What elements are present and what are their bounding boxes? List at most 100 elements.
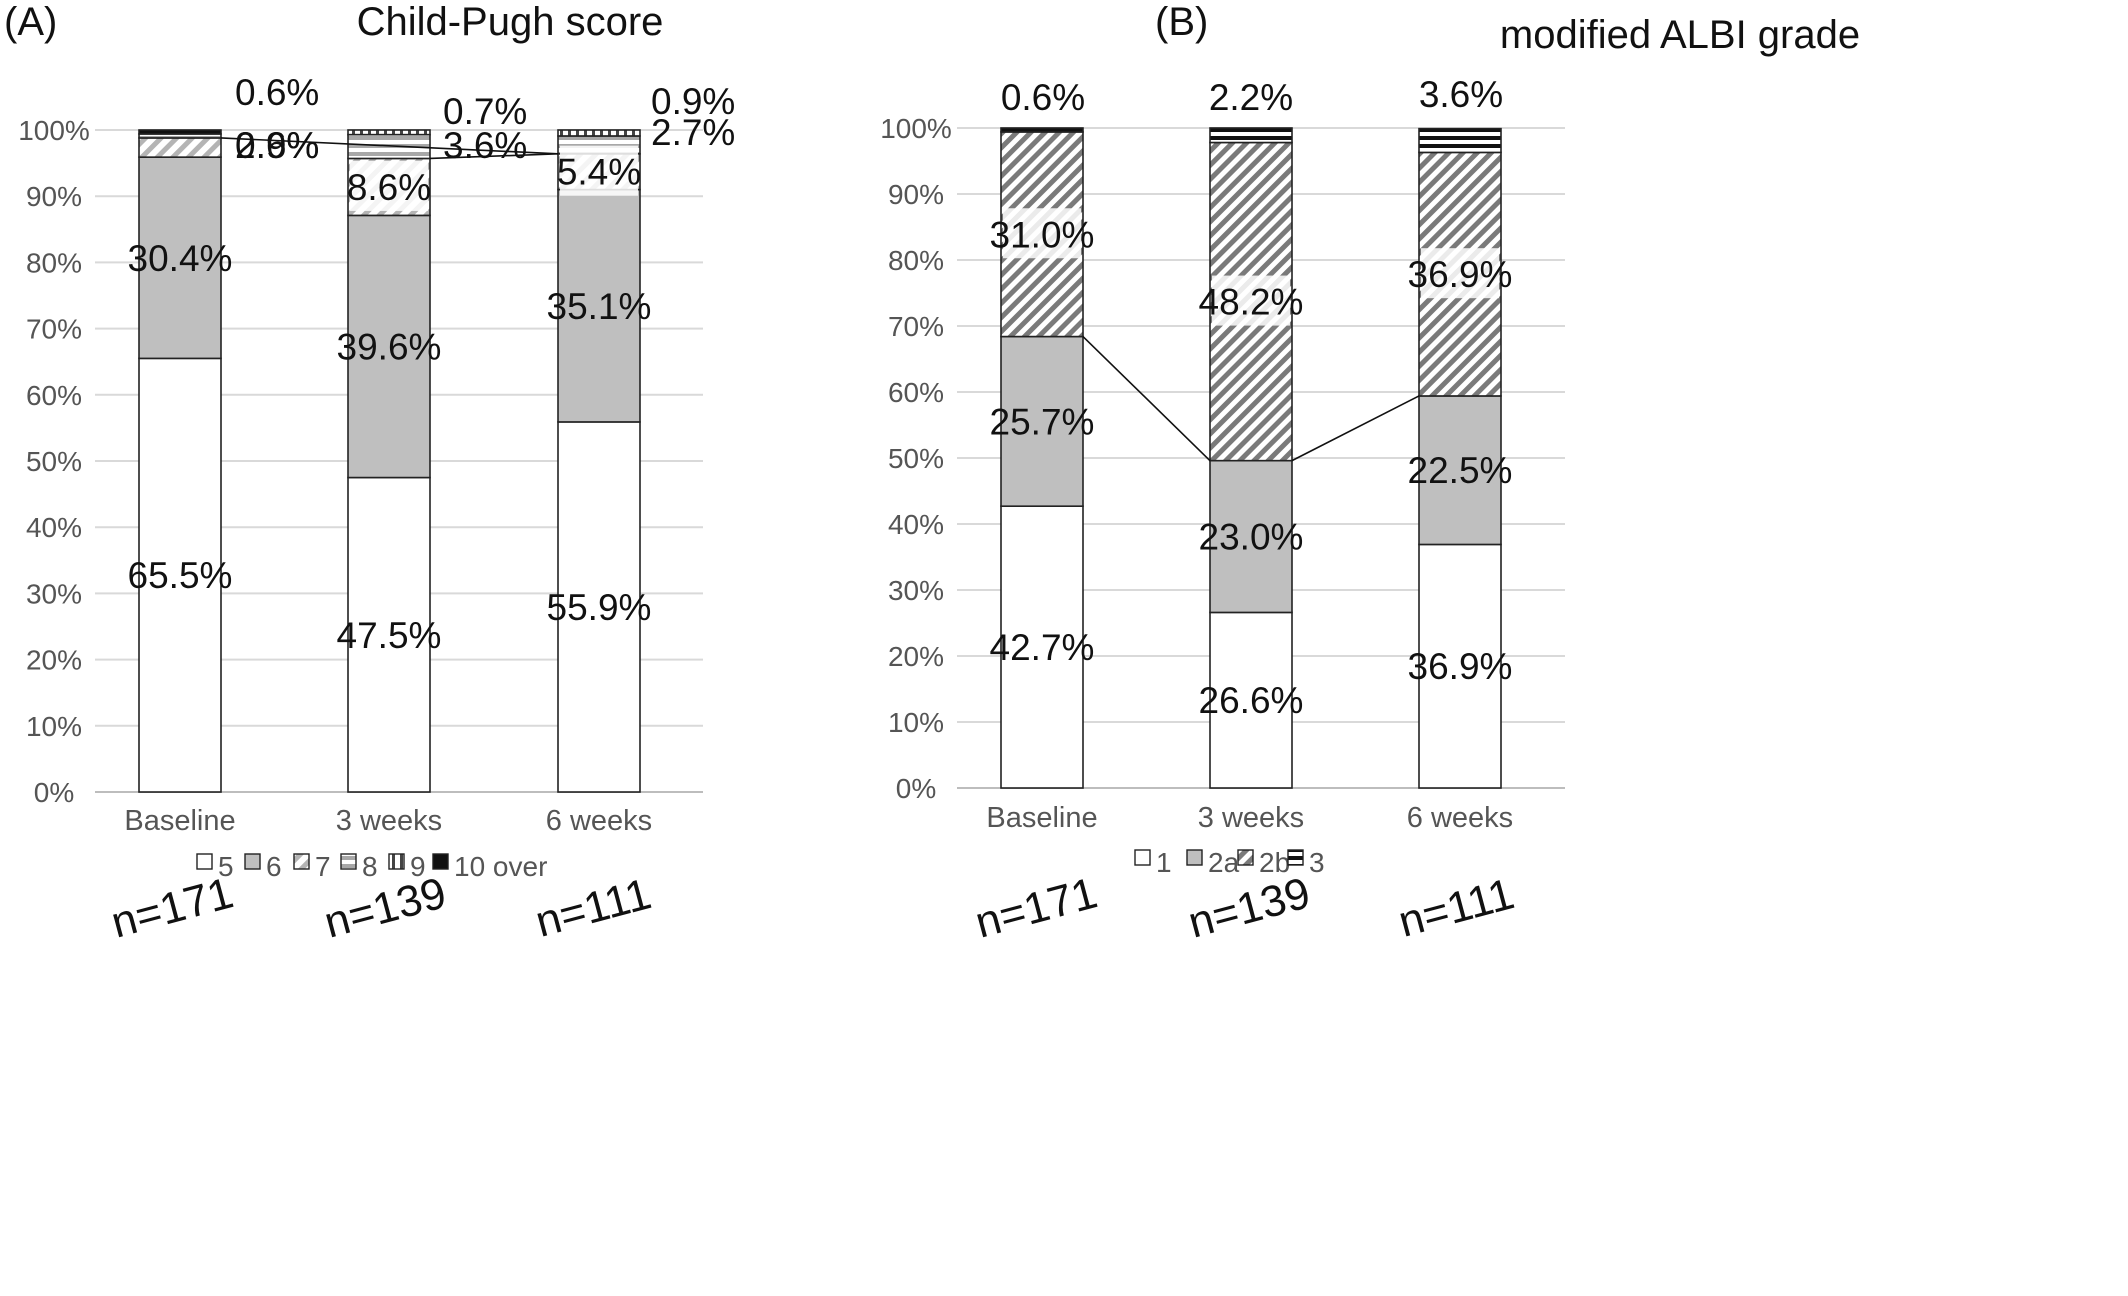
y-axis-ticks-a: 0% 10% 20% 30% 40% 50% 60% 70% 80% 90% 100% <box>18 115 90 808</box>
y-tick-label: 40% <box>888 509 944 540</box>
y-tick-label: 0% <box>34 777 74 808</box>
data-label: 0.6% <box>235 125 319 166</box>
legend-label: 2b <box>1259 847 1290 878</box>
sample-size-label: n=139 <box>319 868 451 947</box>
sample-size-label: n=139 <box>1183 868 1315 947</box>
sample-size-label: n=111 <box>1393 869 1519 947</box>
y-tick-label: 50% <box>26 446 82 477</box>
data-label: 0.7% <box>443 91 527 132</box>
data-label-background <box>560 145 638 196</box>
y-tick-label: 20% <box>26 645 82 676</box>
legend-label: 7 <box>315 851 331 882</box>
bar-baseline-7 <box>138 137 222 158</box>
data-label: 42.7% <box>990 627 1095 668</box>
data-labels-b: 42.7% 25.7% 31.0% 26.6% 23.0% 48.2% 36.9% 22.5%… <box>990 74 1513 721</box>
connector-lines-b <box>1082 335 1420 462</box>
data-label: 23.0% <box>1199 517 1304 558</box>
data-label: 0.6% <box>235 72 319 113</box>
data-label: 31.0% <box>990 214 1095 255</box>
data-label: 26.6% <box>1199 680 1304 721</box>
legend-swatch-5 <box>196 853 213 870</box>
bar-6-weeks-6 <box>557 188 641 423</box>
data-label: 3.6% <box>1419 74 1503 115</box>
sample-size-label: n=171 <box>970 868 1102 947</box>
connector-line <box>220 137 559 155</box>
data-label: 48.2% <box>1199 282 1304 323</box>
bar-3-weeks-3 <box>1209 127 1293 144</box>
data-label: 25.7% <box>990 401 1095 442</box>
legend-swatch-6 <box>244 853 261 870</box>
legend-label: 1 <box>1156 847 1172 878</box>
legend-label: 6 <box>266 851 282 882</box>
y-tick-label: 20% <box>888 641 944 672</box>
panel-letter-a: (A) <box>4 0 57 44</box>
y-tick-label: 40% <box>26 512 82 543</box>
panel-a: (A) Child-Pugh score 0%10%20%30%40%50%60… <box>4 0 735 948</box>
data-label: 47.5% <box>337 615 442 656</box>
x-axis-categories-a: Baseline 3 weeks 6 weeks <box>124 805 652 837</box>
x-tick-label: 6 weeks <box>1407 802 1513 834</box>
legend-swatch-10-over <box>432 853 449 870</box>
chart-title-b: modified ALBI grade <box>1500 13 1860 57</box>
bar-6-weeks-5 <box>557 421 641 793</box>
x-tick-label: 3 weeks <box>336 805 442 837</box>
data-label: 39.6% <box>337 326 442 367</box>
data-label-background <box>350 160 428 211</box>
bar-6-weeks-1 <box>1418 543 1502 789</box>
y-tick-label: 60% <box>26 380 82 411</box>
data-label: 0.6% <box>1001 77 1085 118</box>
panel-b: (B) modified ALBI grade 0% 10% 20% 30% 40% 50… <box>880 0 1860 948</box>
sample-sizes-b: n=171 n=139 n=111 <box>970 868 1519 947</box>
data-label: 65.5% <box>128 555 233 596</box>
y-tick-label: 90% <box>26 181 82 212</box>
y-tick-label: 100% <box>880 113 952 144</box>
legend-swatch-7 <box>293 853 310 870</box>
bar-baseline-2a <box>1000 335 1084 507</box>
legend-label: 2a <box>1208 847 1240 878</box>
bar-baseline-6 <box>138 156 222 360</box>
y-tick-label: 30% <box>888 575 944 606</box>
data-label: 55.9% <box>547 587 652 628</box>
data-label: 2.2% <box>1209 77 1293 118</box>
connector-line <box>1082 335 1211 462</box>
x-tick-label: 6 weeks <box>546 805 652 837</box>
data-label-background <box>1421 248 1499 299</box>
bar-3-weeks-9 <box>347 129 431 136</box>
bar-3-weeks-6 <box>347 214 431 479</box>
bar-baseline-10-over <box>138 129 222 135</box>
data-label: 5.4% <box>557 152 641 193</box>
legend-swatch-1 <box>1134 849 1151 866</box>
y-tick-label: 80% <box>888 245 944 276</box>
sample-sizes-a: n=171 n=139 n=111 <box>106 868 656 947</box>
data-labels-a: 65.5%30.4%47.5%39.6%8.6%55.9%35.1%5.4%0.… <box>128 72 736 656</box>
data-label: 2.9% <box>235 125 319 166</box>
bar-3-weeks-5 <box>347 476 431 793</box>
x-tick-label: Baseline <box>986 802 1097 834</box>
x-axis-categories-b: Baseline 3 weeks 6 weeks <box>986 802 1513 834</box>
bar-3-weeks-1 <box>1209 611 1293 789</box>
data-label: 36.9% <box>1408 646 1513 687</box>
data-label: 3.6% <box>443 125 527 166</box>
panel-letter-b: (B) <box>1155 0 1208 44</box>
bar-baseline-1 <box>1000 505 1084 789</box>
bar-baseline-5 <box>138 357 222 793</box>
y-tick-label: 10% <box>26 711 82 742</box>
legend-label: 10 over <box>454 851 547 882</box>
y-axis-ticks-b: 0% 10% 20% 30% 40% 50% 60% 70% 80% 90% 100% <box>880 113 952 804</box>
legend-label: 9 <box>410 851 426 882</box>
legend-label: 5 <box>218 851 234 882</box>
data-label: 22.5% <box>1408 450 1513 491</box>
y-tick-label: 100% <box>18 115 90 146</box>
data-label: 2.7% <box>651 112 735 153</box>
sample-size-label: n=171 <box>106 868 238 947</box>
x-tick-label: Baseline <box>124 805 235 837</box>
x-tick-label: 3 weeks <box>1198 802 1304 834</box>
bar-6-weeks-9 <box>557 129 641 137</box>
bars-a <box>138 129 641 793</box>
y-tick-label: 10% <box>888 707 944 738</box>
data-label-background <box>1212 275 1290 326</box>
legend-b: 1 2a 2b 3 <box>1134 847 1325 878</box>
data-label-background <box>1003 208 1081 259</box>
connector-lines-a <box>220 137 559 160</box>
